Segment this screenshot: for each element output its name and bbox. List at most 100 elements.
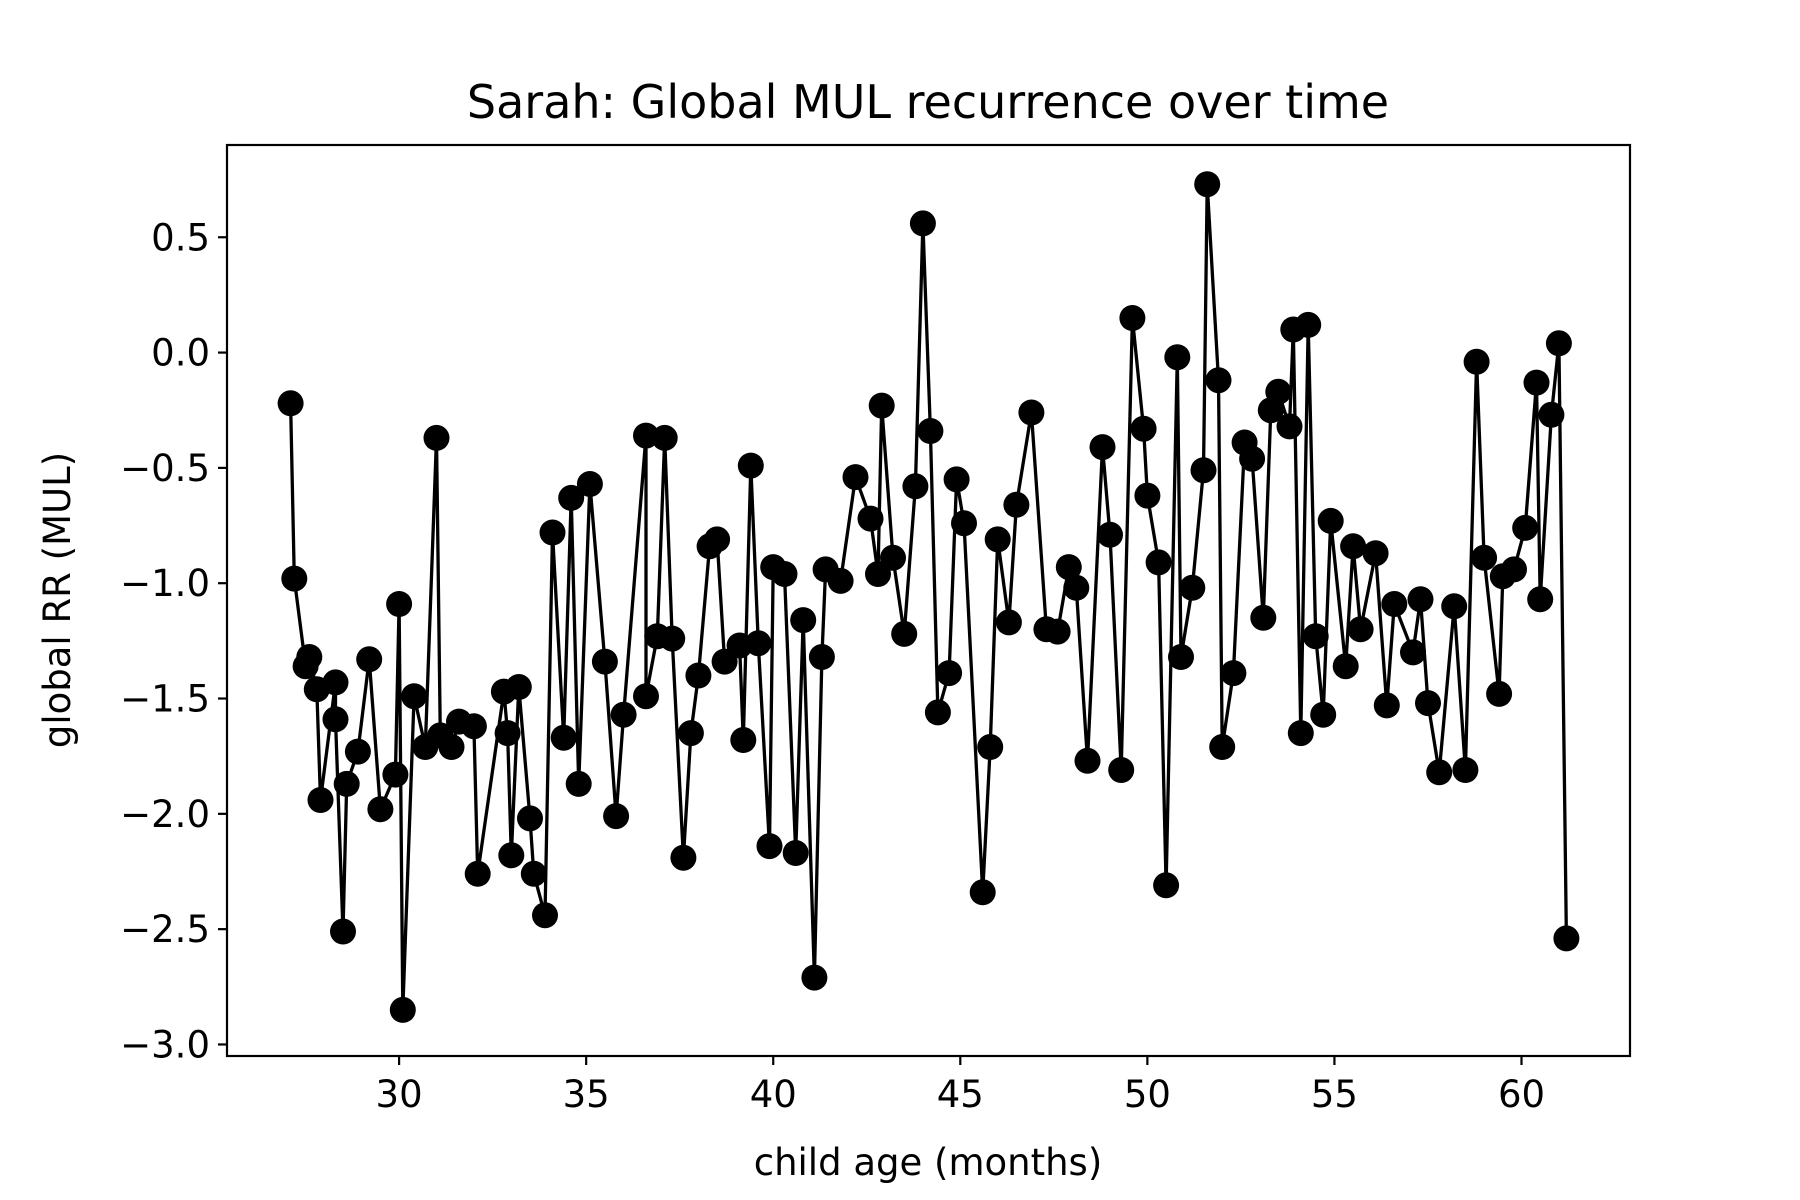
data-point [277,390,304,417]
data-point [924,699,951,726]
data-point [1209,734,1236,760]
data-point [1018,399,1045,426]
x-tick-label: 45 [937,1073,984,1116]
data-point [1134,482,1161,509]
data-point [1407,586,1434,613]
data-point [1089,434,1116,461]
data-point [801,964,828,991]
data-point [464,860,491,887]
data-point [1250,604,1277,631]
data-point [389,996,416,1023]
data-point [1486,680,1513,707]
data-point [1044,618,1071,645]
series-layer [277,171,1580,1023]
data-point [1265,378,1292,405]
x-tick-label: 55 [1311,1073,1358,1116]
data-point [1153,872,1180,899]
data-point [1538,401,1565,428]
data-point [1190,457,1217,484]
data-point [1276,413,1303,440]
data-point [1239,445,1266,472]
data-point [550,724,577,751]
data-point [367,796,394,823]
data-point [745,630,772,657]
data-point [591,648,618,675]
data-point [1463,348,1490,375]
data-point [730,727,757,753]
data-point [633,683,659,710]
data-point [1317,507,1344,534]
data-point [517,805,543,832]
data-point [603,803,630,830]
data-point [1523,369,1550,396]
data-point [1194,171,1221,198]
data-point [951,510,977,537]
data-point [386,591,413,617]
data-point [902,473,929,500]
data-point [1332,653,1359,680]
data-point [1168,644,1194,670]
data-point [1205,367,1232,394]
data-point [1119,305,1146,331]
data-point [1003,491,1030,518]
data-point [460,713,487,740]
data-point [782,840,809,866]
data-point [1220,660,1247,687]
data-point [505,674,532,700]
data-point [857,505,884,532]
data-point [333,770,360,797]
data-point [880,544,906,571]
data-point [532,902,558,929]
data-point [842,464,869,491]
data-point [808,644,835,670]
data-point [704,526,731,553]
y-tick-label: −0.5 [120,447,210,490]
data-point [1302,623,1329,650]
data-point [1400,639,1426,666]
data-point [539,519,566,546]
x-axis-label: child age (months) [754,1141,1103,1184]
data-point [1347,616,1374,643]
data-point [651,424,678,451]
data-point [1340,533,1367,560]
data-point [1362,540,1389,567]
data-point [1108,757,1135,783]
data-point [1415,690,1441,717]
data-point [1055,554,1082,581]
data-point [1310,701,1337,728]
data-point [1287,720,1314,747]
data-point [984,526,1011,553]
x-tick-label: 50 [1124,1073,1171,1116]
data-point [356,646,383,673]
data-point [498,842,525,869]
data-point [771,561,798,587]
y-axis-ticks: −3.0 −2.5 −2.0 −1.5 −1.0 −0.5 0.0 0.5 [120,216,227,1066]
chart-title: Sarah: Global MUL recurrence over time [467,75,1389,129]
data-point [1471,544,1498,571]
data-point [330,918,356,945]
data-point [1145,549,1172,576]
data-point [995,609,1022,636]
data-point [969,879,996,906]
data-point [977,734,1004,760]
data-point [423,424,450,451]
data-point [322,706,349,733]
data-point [1512,514,1539,541]
data-point [659,625,686,652]
data-point [1074,747,1101,774]
y-tick-label: −1.5 [120,678,210,721]
data-point [868,392,895,419]
data-point [677,720,704,747]
data-point [790,607,817,634]
data-point [281,565,308,592]
y-tick-label: −2.0 [120,793,210,836]
data-point [1452,757,1479,783]
y-tick-label: 0.0 [151,332,210,375]
plot-frame [225,143,1632,1058]
data-point [1164,344,1191,371]
data-point [322,669,349,696]
data-point [891,620,918,647]
y-tick-label: −2.5 [120,908,210,951]
data-point [917,418,944,444]
